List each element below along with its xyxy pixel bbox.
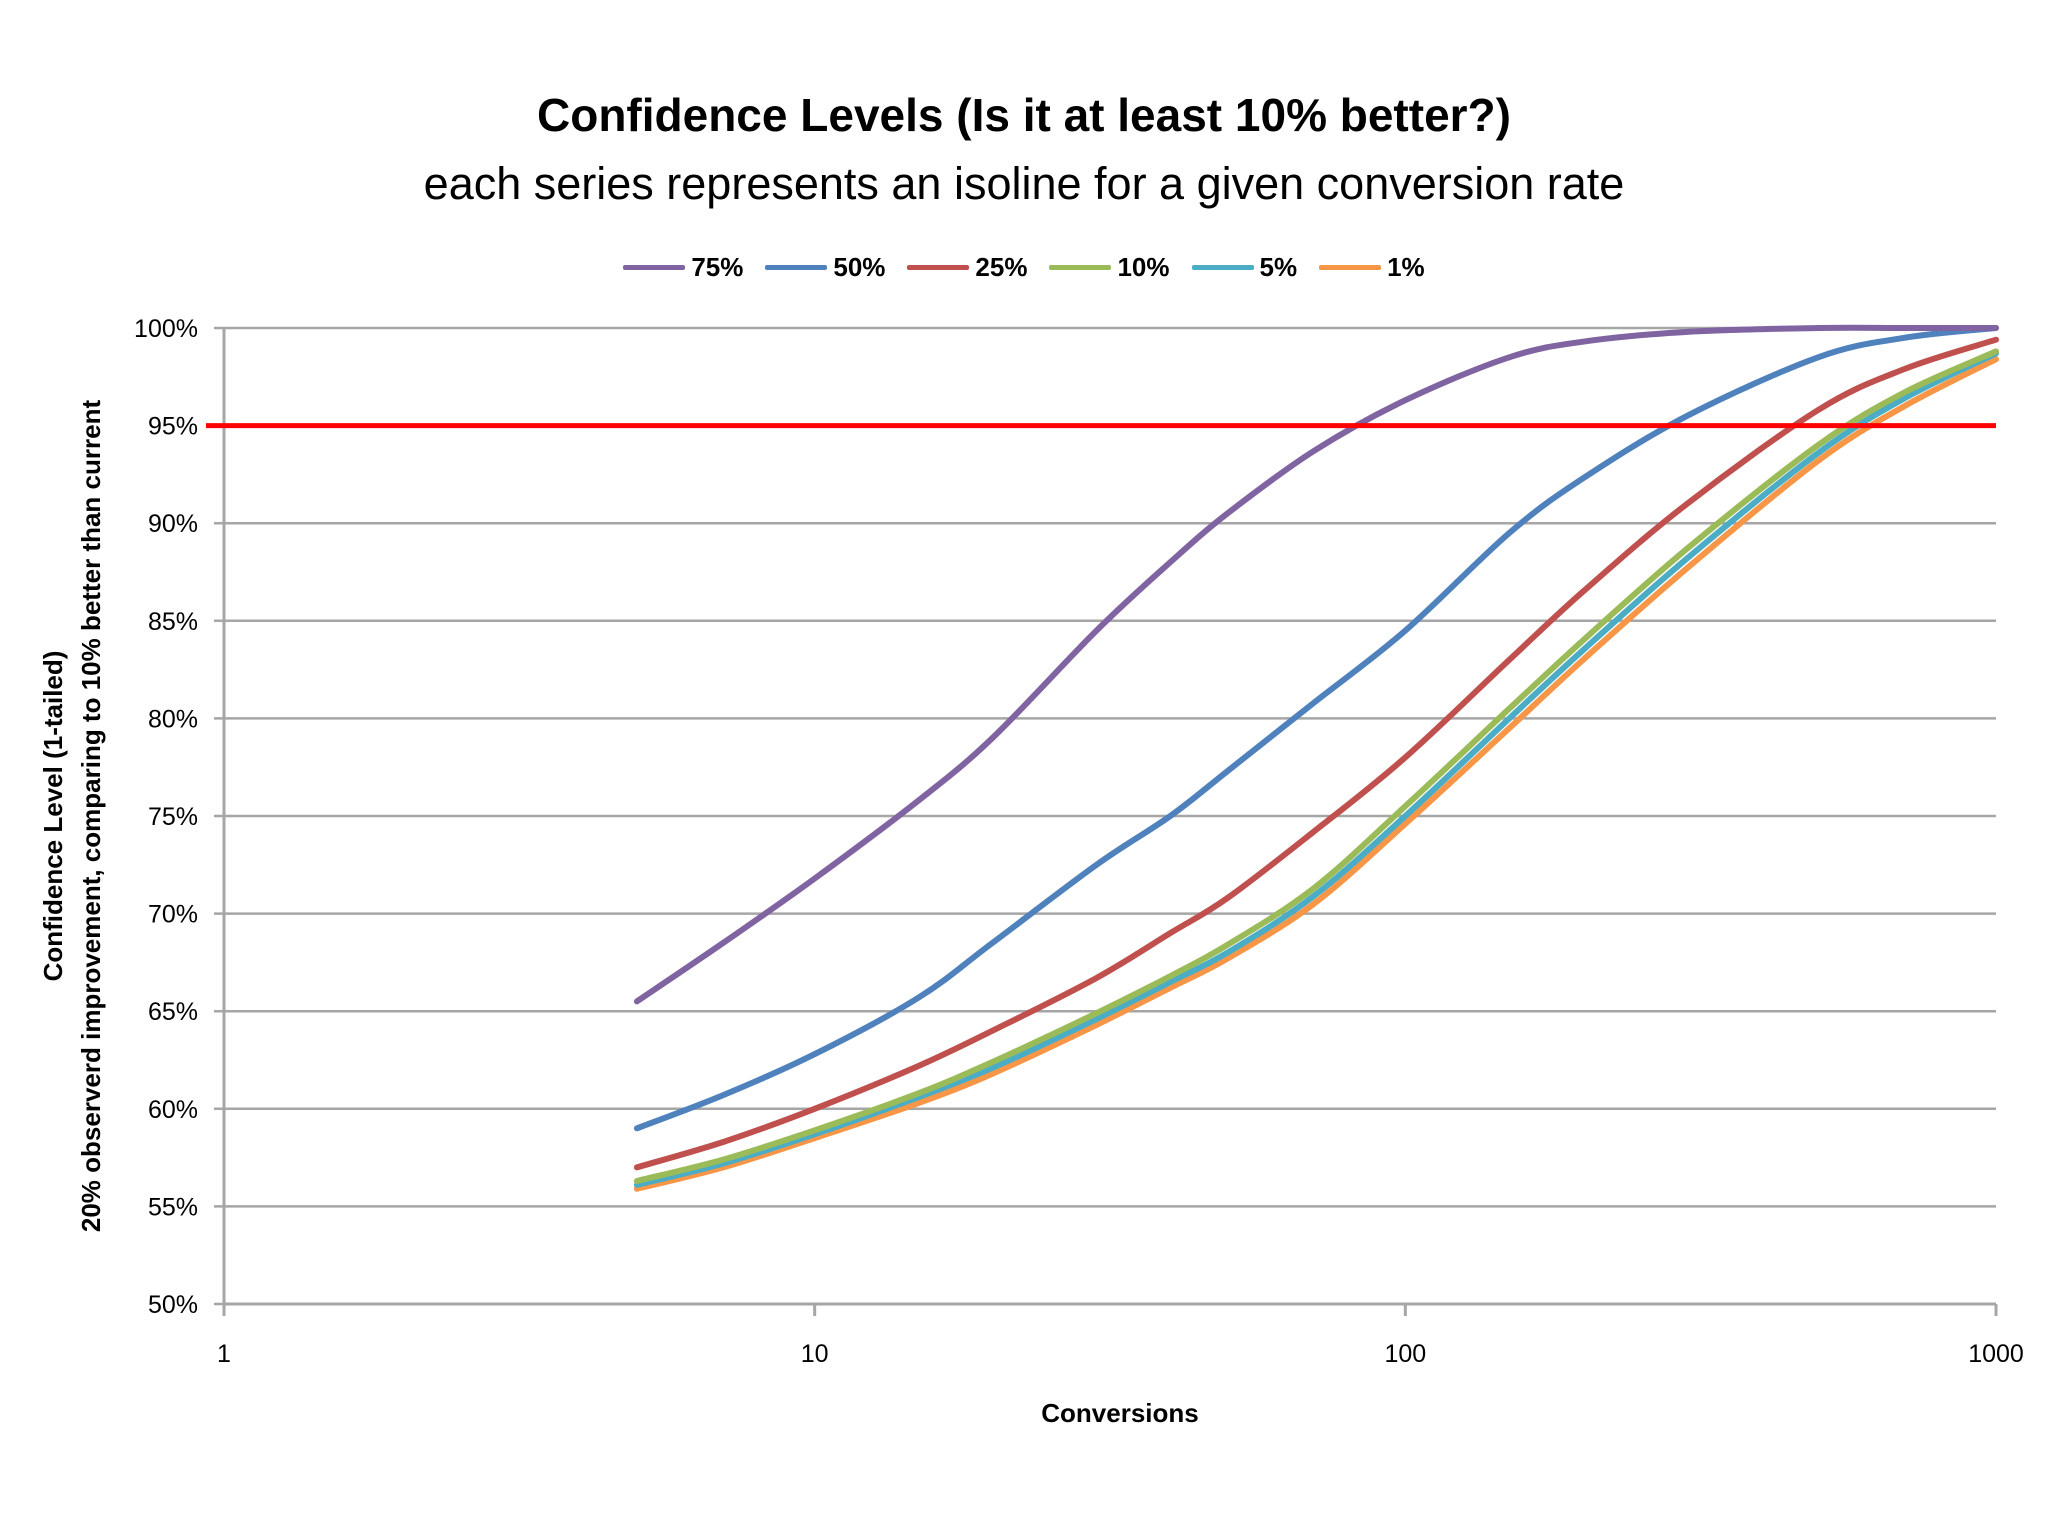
series-line-75pct: [633, 324, 1999, 1005]
legend-label-50: 50%: [833, 252, 886, 282]
series-line-1pct: [633, 356, 1999, 1192]
y-axis-title-line2: 20% observerd improvement, comparing to …: [76, 400, 106, 1233]
chart-subtitle: each series represents an isoline for a …: [423, 158, 1625, 209]
y-tick-label: 100%: [134, 315, 198, 343]
legend-item-5: 5%: [1191, 252, 1298, 283]
y-tick-label: 80%: [148, 705, 198, 733]
y-tick-label: 75%: [148, 803, 198, 831]
legend-item-50: 50%: [765, 252, 885, 283]
y-tick-label: 95%: [148, 413, 198, 441]
x-tick-label: 1: [217, 1340, 231, 1368]
legend-item-75: 75%: [623, 252, 743, 283]
legend-swatch-1: [1319, 265, 1382, 270]
legend-swatch-5: [1191, 265, 1254, 270]
legend-label-25: 25%: [975, 252, 1028, 282]
legend-label-75: 75%: [691, 252, 744, 282]
series-line-50pct: [633, 325, 1999, 1132]
y-tick-label: 60%: [148, 1096, 198, 1124]
legend-item-10: 10%: [1049, 252, 1170, 283]
legend-swatch-25: [907, 265, 970, 270]
series-line-5pct: [633, 350, 1999, 1188]
x-axis-title: Conversions: [1041, 1398, 1199, 1428]
legend-swatch-50: [765, 265, 828, 270]
y-tick-label: 55%: [148, 1193, 198, 1221]
x-tick-label: 10: [801, 1340, 829, 1368]
y-axis-title-line1: Confidence Level (1-tailed): [38, 651, 68, 982]
y-tick-label: 70%: [148, 901, 198, 929]
x-tick-label: 100: [1384, 1340, 1426, 1368]
x-tick-label: 1000: [1968, 1340, 2024, 1368]
legend: 75% 50% 25% 10% 5% 1%: [0, 252, 2048, 283]
chart-title: Confidence Levels (Is it at least 10% be…: [537, 89, 1511, 141]
legend-swatch-75: [623, 265, 686, 270]
legend-label-5: 5%: [1259, 252, 1298, 282]
series-line-25pct: [633, 336, 1999, 1171]
y-tick-label: 85%: [148, 608, 198, 636]
legend-label-1: 1%: [1387, 252, 1425, 282]
legend-item-25: 25%: [907, 252, 1027, 283]
legend-label-10: 10%: [1117, 252, 1170, 282]
legend-swatch-10: [1049, 265, 1112, 270]
y-tick-label: 50%: [148, 1291, 198, 1319]
series-line-10pct: [633, 348, 1999, 1184]
y-tick-label: 90%: [148, 510, 198, 538]
legend-item-1: 1%: [1319, 252, 1425, 283]
y-tick-label: 65%: [148, 998, 198, 1026]
